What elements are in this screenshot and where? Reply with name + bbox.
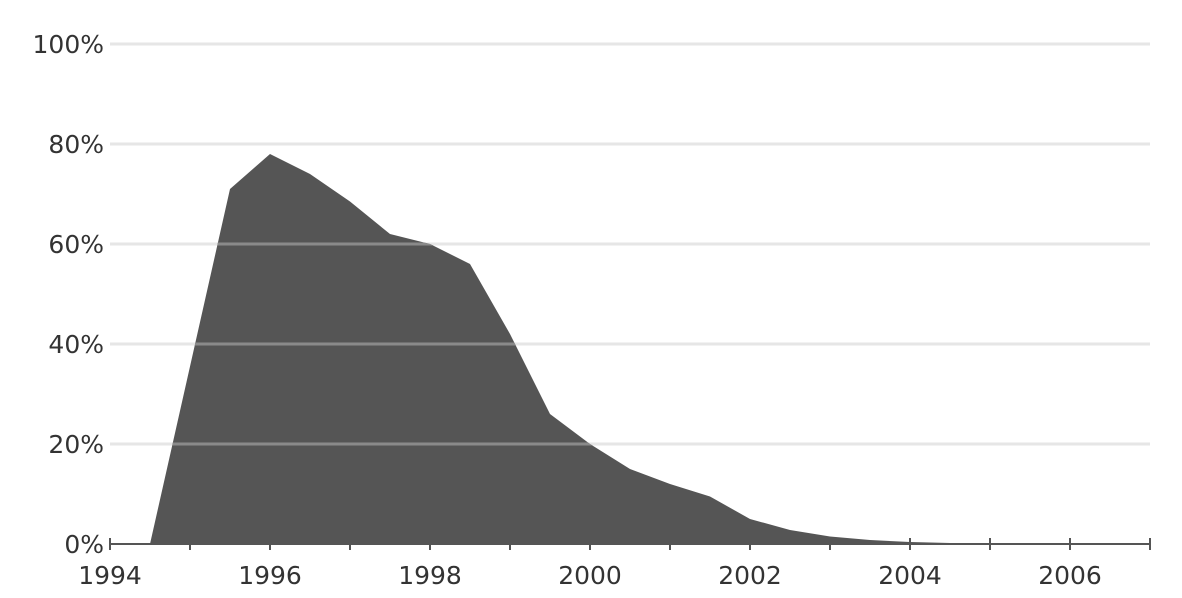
x-tick-label: 2000: [558, 561, 622, 590]
y-tick-labels: 0% 20% 40% 60% 80% 100%: [33, 30, 104, 559]
x-tick-label: 1998: [398, 561, 462, 590]
y-tick-label: 100%: [33, 30, 104, 59]
y-tick-label: 60%: [48, 230, 104, 259]
y-tick-label: 40%: [48, 330, 104, 359]
y-tick-label: 80%: [48, 130, 104, 159]
x-tick-label: 2002: [718, 561, 782, 590]
y-tick-label: 20%: [48, 430, 104, 459]
x-tick-label: 2004: [878, 561, 942, 590]
x-tick-labels: 1994 1996 1998 2000 2002 2004 2006: [78, 561, 1102, 590]
area-series: [150, 154, 1150, 544]
y-tick-label: 0%: [64, 530, 104, 559]
x-axis: [109, 538, 1151, 550]
x-tick-label: 1994: [78, 561, 142, 590]
area-fill: [150, 154, 1150, 544]
x-tick-label: 2006: [1038, 561, 1102, 590]
x-tick-label: 1996: [238, 561, 302, 590]
